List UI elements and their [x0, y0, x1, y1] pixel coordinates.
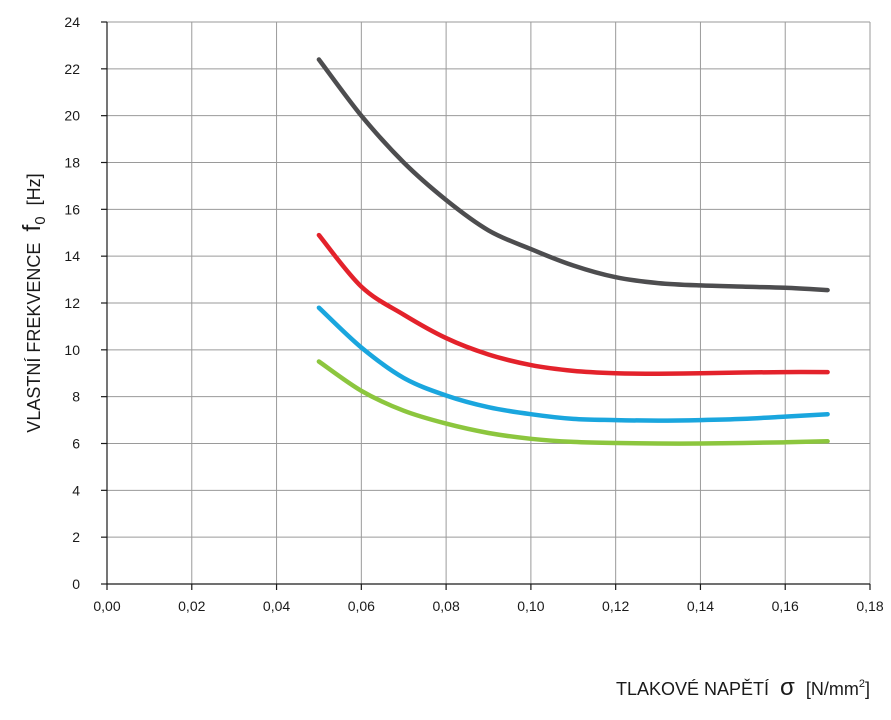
series-line-2	[316, 232, 830, 376]
series-line-4	[316, 359, 830, 446]
series-line-3	[316, 305, 830, 423]
x-tick-label: 0,10	[517, 598, 544, 614]
y-tick-label: 8	[72, 389, 80, 405]
x-tick-label: 0,06	[348, 598, 375, 614]
y-axis-title: VLASTNÍ FREKVENCE f0 [Hz]	[18, 173, 49, 432]
y-tick-label: 20	[64, 108, 80, 124]
x-axis-title: TLAKOVÉ NAPĚTÍ σ [N/mm2]	[616, 674, 870, 701]
y-tick-label: 0	[72, 576, 80, 592]
series-line-1	[316, 57, 830, 293]
y-tick-label: 24	[64, 14, 80, 30]
x-tick-label: 0,12	[602, 598, 629, 614]
y-tick-label: 4	[72, 482, 80, 498]
y-tick-label: 10	[64, 342, 80, 358]
x-tick-label: 0,02	[178, 598, 205, 614]
y-tick-label: 2	[72, 529, 80, 545]
tick-labels: 0,00 0,02 0,04 0,06 0,08 0,10 0,12 0,14 0,16 0,18…	[64, 14, 883, 614]
axes	[101, 21, 871, 590]
x-tick-label: 0,00	[93, 598, 120, 614]
y-tick-label: 6	[72, 436, 80, 452]
x-tick-label: 0,08	[432, 598, 459, 614]
x-tick-label: 0,16	[772, 598, 799, 614]
y-tick-label: 12	[64, 295, 80, 311]
grid	[107, 21, 871, 584]
x-tick-label: 0,14	[687, 598, 714, 614]
y-tick-label: 16	[64, 201, 80, 217]
x-tick-label: 0,18	[856, 598, 883, 614]
y-tick-label: 14	[64, 248, 80, 264]
y-tick-label: 18	[64, 155, 80, 171]
series-lines	[316, 57, 830, 446]
x-tick-label: 0,04	[263, 598, 290, 614]
y-tick-label: 22	[64, 61, 80, 77]
